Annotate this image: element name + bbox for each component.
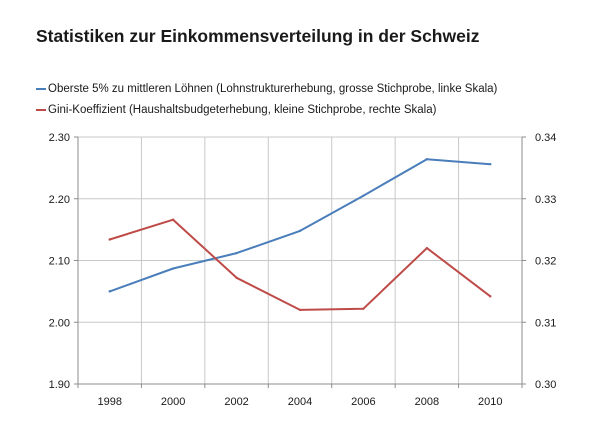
data-point-blue [108, 290, 111, 293]
y-right-tick-label: 0.31 [535, 317, 556, 329]
x-tick-label: 2004 [288, 396, 312, 408]
data-point-blue [171, 267, 175, 270]
data-point-red [362, 307, 365, 310]
grid-layer [77, 136, 523, 385]
y-right-tick-label: 0.32 [535, 256, 556, 268]
chart-title: Statistiken zur Einkommensverteilung in … [36, 26, 480, 46]
x-tick-label: 2002 [224, 396, 248, 408]
data-point-blue [235, 251, 238, 255]
y-left-tick-label: 2.00 [49, 317, 70, 329]
series-layer [108, 158, 492, 312]
legend-label-blue: Oberste 5% zu mittleren Löhnen (Lohnstru… [48, 83, 498, 95]
data-point-red [425, 246, 429, 250]
series-line-blue [109, 158, 491, 293]
y-left-tick-label: 2.20 [49, 194, 70, 206]
x-tick-label: 2010 [478, 396, 502, 408]
data-point-blue [489, 162, 492, 166]
y-left-tick-label: 2.10 [49, 256, 70, 268]
data-point-blue [362, 194, 365, 197]
series-line-red [109, 218, 491, 311]
data-point-red [108, 238, 111, 241]
x-tick-label: 1998 [97, 396, 121, 408]
data-point-blue [298, 229, 302, 233]
data-point-red [489, 295, 492, 298]
data-point-red [171, 218, 175, 221]
legend-swatch-blue [36, 88, 46, 90]
data-point-red [298, 308, 302, 312]
data-point-red [235, 276, 238, 279]
x-tick-label: 2000 [161, 396, 185, 408]
legend-swatch-red [36, 109, 46, 111]
label-layer: 1.90 2.00 2.10 2.20 2.30 0.30 0.31 0.32 0.33 0.34… [49, 132, 557, 408]
legend-item-blue: Oberste 5% zu mittleren Löhnen (Lohnstru… [36, 83, 497, 95]
data-point-blue [425, 158, 429, 161]
y-left-tick-label: 1.90 [49, 379, 70, 391]
y-right-tick-label: 0.30 [535, 379, 556, 391]
x-tick-label: 2006 [351, 396, 375, 408]
legend-label-red: Gini-Koeffizient (Haushaltsbudgeterhebun… [48, 104, 437, 116]
y-right-tick-label: 0.33 [535, 194, 556, 206]
legend-item-red: Gini-Koeffizient (Haushaltsbudgeterhebun… [36, 104, 436, 116]
y-right-tick-label: 0.34 [535, 132, 556, 144]
y-left-tick-label: 2.30 [49, 132, 70, 144]
axis-layer [74, 136, 526, 388]
x-tick-label: 2008 [415, 396, 439, 408]
